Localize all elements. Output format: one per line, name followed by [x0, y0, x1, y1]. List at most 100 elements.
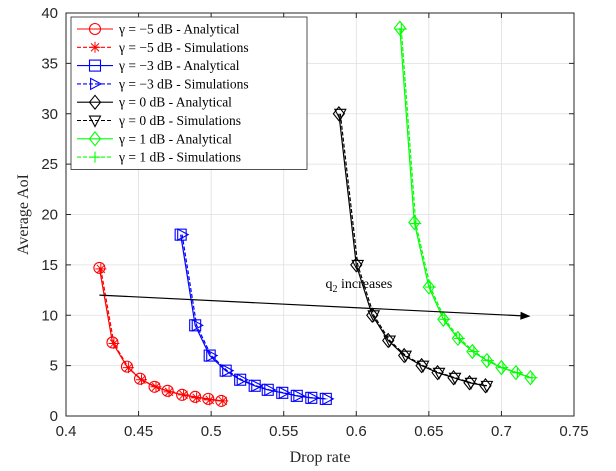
series-2-point — [319, 392, 332, 405]
series-0-point — [133, 372, 147, 385]
series-1-point-d2 — [151, 382, 161, 392]
series-1-line — [100, 268, 223, 402]
series-6-point — [480, 352, 494, 369]
series-6-point — [509, 364, 523, 381]
series-6-point — [422, 279, 436, 295]
series-0-line — [98, 267, 222, 402]
series-7-line — [400, 29, 533, 379]
series-1-point-d2 — [124, 363, 133, 372]
series-7-point — [453, 332, 465, 344]
series-0-point — [189, 390, 202, 403]
annotation-rest: increases — [338, 277, 393, 292]
series-7-point — [410, 218, 422, 230]
legend-item-2: γ = −3 dB - Analytical — [77, 58, 240, 73]
x-tick-label: 0.6 — [346, 423, 367, 440]
y-tick-label: 5 — [50, 358, 58, 375]
series-3-point — [278, 386, 291, 400]
series-7-point — [497, 362, 509, 374]
series-1-point-d2 — [96, 264, 106, 274]
series-6-line — [399, 28, 531, 379]
series-3-point — [293, 389, 306, 403]
series-4-point — [350, 257, 363, 273]
series-3-point — [307, 391, 320, 405]
series-2-point — [248, 379, 261, 392]
legend-label-7: γ = 1 dB - Simulations — [118, 150, 241, 165]
series-5-point — [399, 350, 413, 363]
series-4-point — [332, 105, 346, 122]
series-4-point — [366, 307, 379, 324]
series-1-point-d2 — [218, 396, 228, 406]
y-tick-label: 35 — [41, 55, 58, 72]
series-5-point — [333, 108, 347, 121]
series-6 — [393, 20, 537, 386]
series-6-point — [393, 20, 407, 36]
series-5-point — [416, 360, 430, 373]
series-1-point — [150, 381, 162, 393]
series-4-point — [382, 332, 395, 349]
legend: γ = −5 dB - Analytical γ = −5 dB - Simula… — [70, 16, 308, 170]
x-tick-label: 0.5 — [201, 423, 222, 440]
series-4-point — [447, 369, 460, 386]
series-1-point — [178, 389, 190, 401]
series-5-point — [383, 335, 397, 348]
y-tick-label: 25 — [41, 156, 58, 173]
legend-marker-5 — [88, 115, 102, 128]
series-5 — [333, 108, 494, 394]
x-axis-label: Drop rate — [290, 449, 351, 466]
y-tick-label: 15 — [41, 257, 58, 274]
series-1 — [95, 263, 229, 407]
series-1-point — [204, 394, 216, 406]
series-1-point-d2 — [179, 390, 188, 400]
series-7-point — [439, 313, 451, 325]
series-0-point — [161, 384, 174, 397]
series-2-point — [234, 373, 247, 386]
series-5-line — [339, 113, 488, 387]
series-4 — [332, 105, 492, 394]
series-3-line — [181, 234, 328, 400]
series-1-point-d2 — [192, 393, 201, 403]
series-3-point — [191, 318, 204, 332]
legend-marker-1-d2 — [90, 42, 100, 52]
legend-label-1: γ = −5 dB - Simulations — [118, 40, 249, 55]
y-tick-label: 40 — [41, 5, 58, 22]
y-tick-label: 30 — [41, 106, 58, 123]
series-0 — [93, 261, 228, 407]
series-7-point — [526, 372, 538, 384]
legend-item-5: γ = 0 dB - Simulations — [77, 113, 241, 128]
legend-label-2: γ = −3 dB - Analytical — [118, 58, 240, 73]
y-tick-label: 10 — [41, 307, 58, 324]
series-0-point — [120, 360, 134, 373]
series-2-point — [290, 389, 303, 402]
series-5-point — [448, 372, 462, 385]
x-tick-label: 0.65 — [414, 423, 443, 440]
legend-label-0: γ = −5 dB - Analytical — [118, 22, 240, 37]
y-axis-label: Average AoI — [15, 174, 32, 255]
series-1-point — [135, 374, 147, 386]
series-7-point — [511, 367, 523, 379]
legend-item-6: γ = 1 dB - Analytical — [77, 131, 232, 147]
legend-item-4: γ = 0 dB - Analytical — [77, 94, 232, 110]
series-6-point — [466, 343, 479, 360]
y-tick-label: 20 — [41, 207, 58, 224]
series-3-point — [206, 349, 219, 362]
legend-item-1: γ = −5 dB - Simulations — [77, 40, 249, 55]
series-2-point — [276, 386, 289, 399]
x-tick-label: 0.55 — [269, 423, 298, 440]
series-0-point — [93, 261, 106, 274]
series-1-point — [108, 337, 120, 349]
series-4-point — [397, 347, 411, 364]
annotation-arrow — [99, 294, 521, 317]
series-4-point — [479, 378, 492, 394]
series-7-point — [395, 23, 407, 35]
series-6-point — [437, 311, 450, 328]
legend-marker-4 — [88, 94, 102, 110]
series-5-point — [351, 259, 365, 273]
legend-label-5: γ = 0 dB - Simulations — [118, 113, 241, 128]
series-2-point — [219, 364, 232, 377]
legend-item-0: γ = −5 dB - Analytical — [77, 22, 240, 37]
legend-label-4: γ = 0 dB - Analytical — [118, 95, 232, 110]
series-7-point — [468, 346, 480, 358]
series-2-point — [174, 228, 187, 241]
series-3-point — [322, 392, 335, 406]
